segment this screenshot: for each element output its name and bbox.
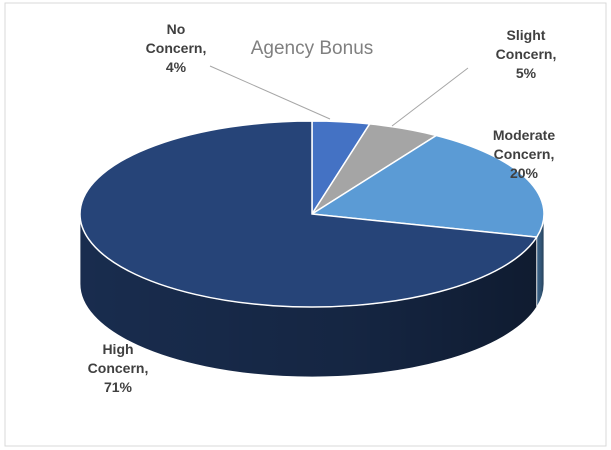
data-label-category: High Concern,	[87, 341, 149, 376]
chart-title: Agency Bonus	[251, 38, 374, 59]
data-label-value: 4%	[165, 59, 187, 75]
data-label: No Concern, 4%	[137, 20, 215, 77]
chart-border	[4, 2, 607, 447]
data-label-category: Moderate Concern,	[492, 127, 556, 162]
data-label-category: Slight Concern,	[495, 27, 557, 62]
data-label-value: 71%	[103, 379, 133, 395]
slice	[309, 134, 545, 238]
data-label: Moderate Concern, 20%	[485, 126, 563, 183]
pie-tops	[79, 120, 545, 308]
data-label-value: 20%	[509, 165, 539, 181]
data-label-value: 5%	[515, 65, 537, 81]
data-label: Slight Concern, 5%	[487, 26, 565, 83]
data-label-category: No Concern,	[145, 21, 207, 56]
data-label: High Concern, 71%	[79, 340, 157, 397]
leader-line	[209, 65, 331, 120]
slice	[79, 120, 539, 308]
leader-line	[391, 67, 469, 127]
